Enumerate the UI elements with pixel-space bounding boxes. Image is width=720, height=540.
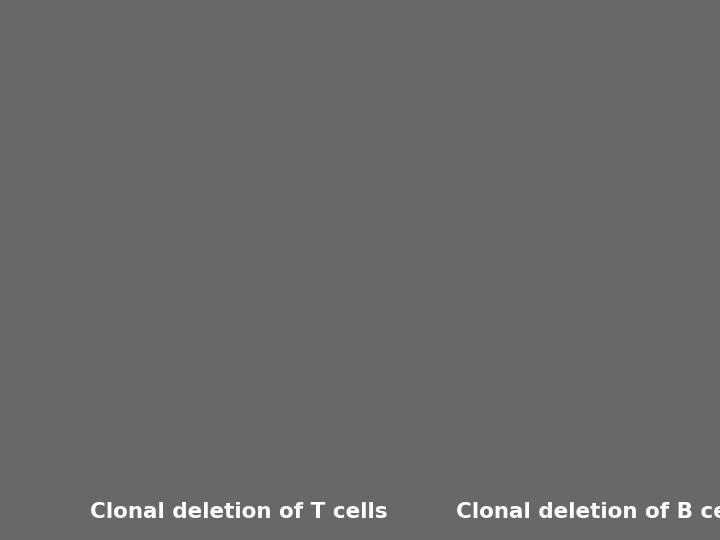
Text: Clonal deletion of T cells: Clonal deletion of T cells [90, 503, 387, 523]
Text: Clonal deletion of B cells: Clonal deletion of B cells [456, 503, 720, 523]
